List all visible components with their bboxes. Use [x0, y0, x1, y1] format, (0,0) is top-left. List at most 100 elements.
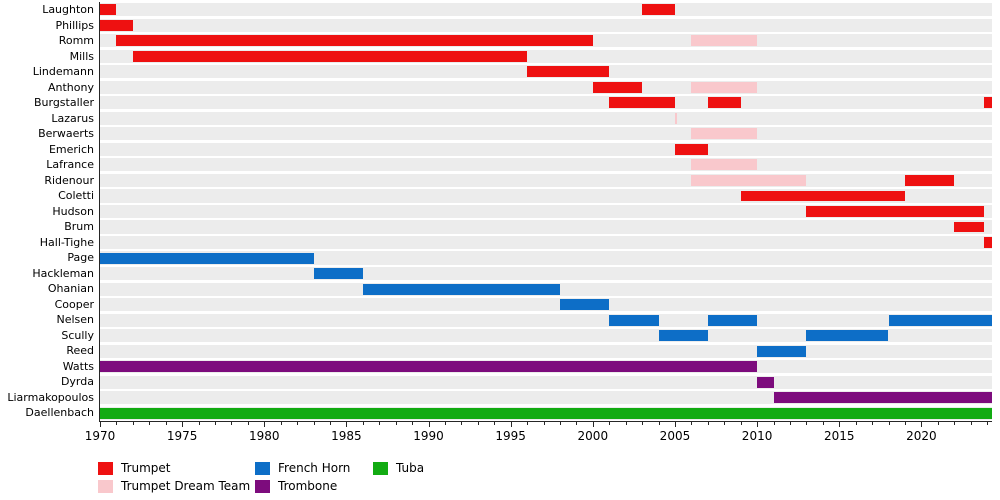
row-label-phillips: Phillips: [55, 18, 94, 32]
timeline-bar-page: [100, 252, 314, 264]
row-band: [100, 313, 992, 327]
row-band: [100, 220, 992, 234]
timeline-bar-nelsen: [888, 314, 992, 326]
x-minor-tick: [297, 422, 299, 425]
timeline-bar-hall-tighe: [983, 237, 992, 248]
row-band: [100, 96, 992, 110]
row-label-anthony: Anthony: [48, 80, 94, 94]
x-minor-tick: [280, 422, 282, 425]
x-major-tick: [592, 422, 594, 427]
x-tick-label: 1970: [84, 429, 116, 443]
timeline-bar-ohanian: [362, 283, 560, 295]
row-label-laughton: Laughton: [42, 3, 94, 16]
timeline-bar-burgstaller: [609, 97, 675, 109]
timeline-bar-ridenour: [691, 175, 807, 186]
row-label-coletti: Coletti: [58, 189, 94, 203]
timeline-bar-phillips: [100, 19, 133, 31]
row-label-page: Page: [67, 251, 94, 265]
x-minor-tick: [707, 422, 709, 425]
row-label-hall-tighe: Hall-Tighe: [39, 235, 94, 249]
row-band: [100, 251, 992, 265]
x-minor-tick: [789, 422, 791, 425]
x-major-tick: [757, 422, 759, 427]
x-minor-tick: [658, 422, 660, 425]
x-tick-label: 1985: [331, 429, 362, 443]
x-minor-tick: [527, 422, 529, 425]
x-minor-tick: [231, 422, 233, 425]
row-label-lindemann: Lindemann: [32, 65, 94, 79]
timeline-bar-daellenbach: [100, 407, 992, 419]
x-minor-tick: [872, 422, 874, 425]
row-band: [100, 267, 992, 281]
row-label-hudson: Hudson: [52, 204, 94, 218]
row-label-liarmakopoulos: Liarmakopoulos: [7, 390, 94, 404]
row-label-mills: Mills: [69, 49, 94, 63]
x-minor-tick: [691, 422, 693, 425]
x-minor-tick: [444, 422, 446, 425]
timeline-bar-lindemann: [527, 66, 610, 78]
x-minor-tick: [970, 422, 972, 425]
x-minor-tick: [543, 422, 545, 425]
row-label-dyrda: Dyrda: [60, 375, 94, 389]
legend-label-trombone: Trombone: [278, 479, 338, 493]
x-minor-tick: [247, 422, 249, 425]
legend-swatch-french_horn: [255, 462, 270, 475]
x-tick-label: 2010: [741, 429, 773, 443]
row-band: [100, 142, 992, 156]
row-band: [100, 204, 992, 219]
timeline-bar-liarmakopoulos: [773, 392, 992, 404]
timeline-bar-laughton: [642, 4, 675, 16]
timeline-bar-reed: [757, 345, 807, 357]
timeline-bar-dyrda: [757, 376, 774, 388]
row-label-ridenour: Ridenour: [44, 173, 94, 187]
x-minor-tick: [724, 422, 726, 425]
timeline-bar-watts: [100, 361, 758, 373]
x-minor-tick: [740, 422, 742, 425]
timeline-bar-lafrance: [691, 159, 758, 171]
timeline-bar-brum: [954, 221, 984, 233]
row-band: [100, 18, 992, 32]
timeline-bar-berwaerts: [691, 128, 758, 140]
legend-swatch-tuba: [373, 462, 388, 475]
row-label-watts: Watts: [62, 359, 94, 373]
legend-swatch-trumpet: [98, 462, 113, 475]
timeline-bar-nelsen: [707, 314, 758, 326]
x-tick-label: 2005: [659, 429, 691, 443]
row-label-emerich: Emerich: [48, 142, 94, 156]
x-minor-tick: [149, 422, 151, 425]
x-minor-tick: [214, 422, 216, 425]
row-band: [100, 173, 992, 187]
timeline-bar-scully: [658, 330, 708, 342]
row-band: [100, 3, 992, 17]
x-major-tick: [182, 422, 184, 427]
x-minor-tick: [559, 422, 561, 425]
row-band: [100, 158, 992, 172]
timeline-bar-romm: [691, 35, 758, 47]
x-tick-label: 1975: [166, 429, 198, 443]
x-minor-tick: [822, 422, 824, 425]
row-band: [100, 375, 992, 389]
row-label-lafrance: Lafrance: [46, 158, 94, 172]
timeline-bar-anthony: [691, 81, 758, 93]
x-minor-tick: [362, 422, 364, 425]
row-label-burgstaller: Burgstaller: [33, 96, 94, 110]
x-tick-label: 2020: [906, 429, 937, 443]
y-axis-spine: [99, 2, 100, 421]
x-minor-tick: [395, 422, 397, 425]
timeline-bar-lazarus: [674, 112, 678, 124]
row-band: [100, 127, 992, 141]
x-minor-tick: [461, 422, 463, 425]
row-band: [100, 80, 992, 94]
row-label-reed: Reed: [66, 344, 94, 358]
x-minor-tick: [888, 422, 890, 425]
row-band: [100, 329, 992, 343]
x-minor-tick: [806, 422, 808, 425]
row-label-hackleman: Hackleman: [32, 266, 94, 280]
x-minor-tick: [165, 422, 167, 425]
row-label-berwaerts: Berwaerts: [38, 127, 94, 141]
x-minor-tick: [412, 422, 414, 425]
row-label-ohanian: Ohanian: [47, 282, 94, 296]
x-minor-tick: [642, 422, 644, 425]
legend-label-french_horn: French Horn: [278, 461, 351, 475]
x-minor-tick: [855, 422, 857, 425]
